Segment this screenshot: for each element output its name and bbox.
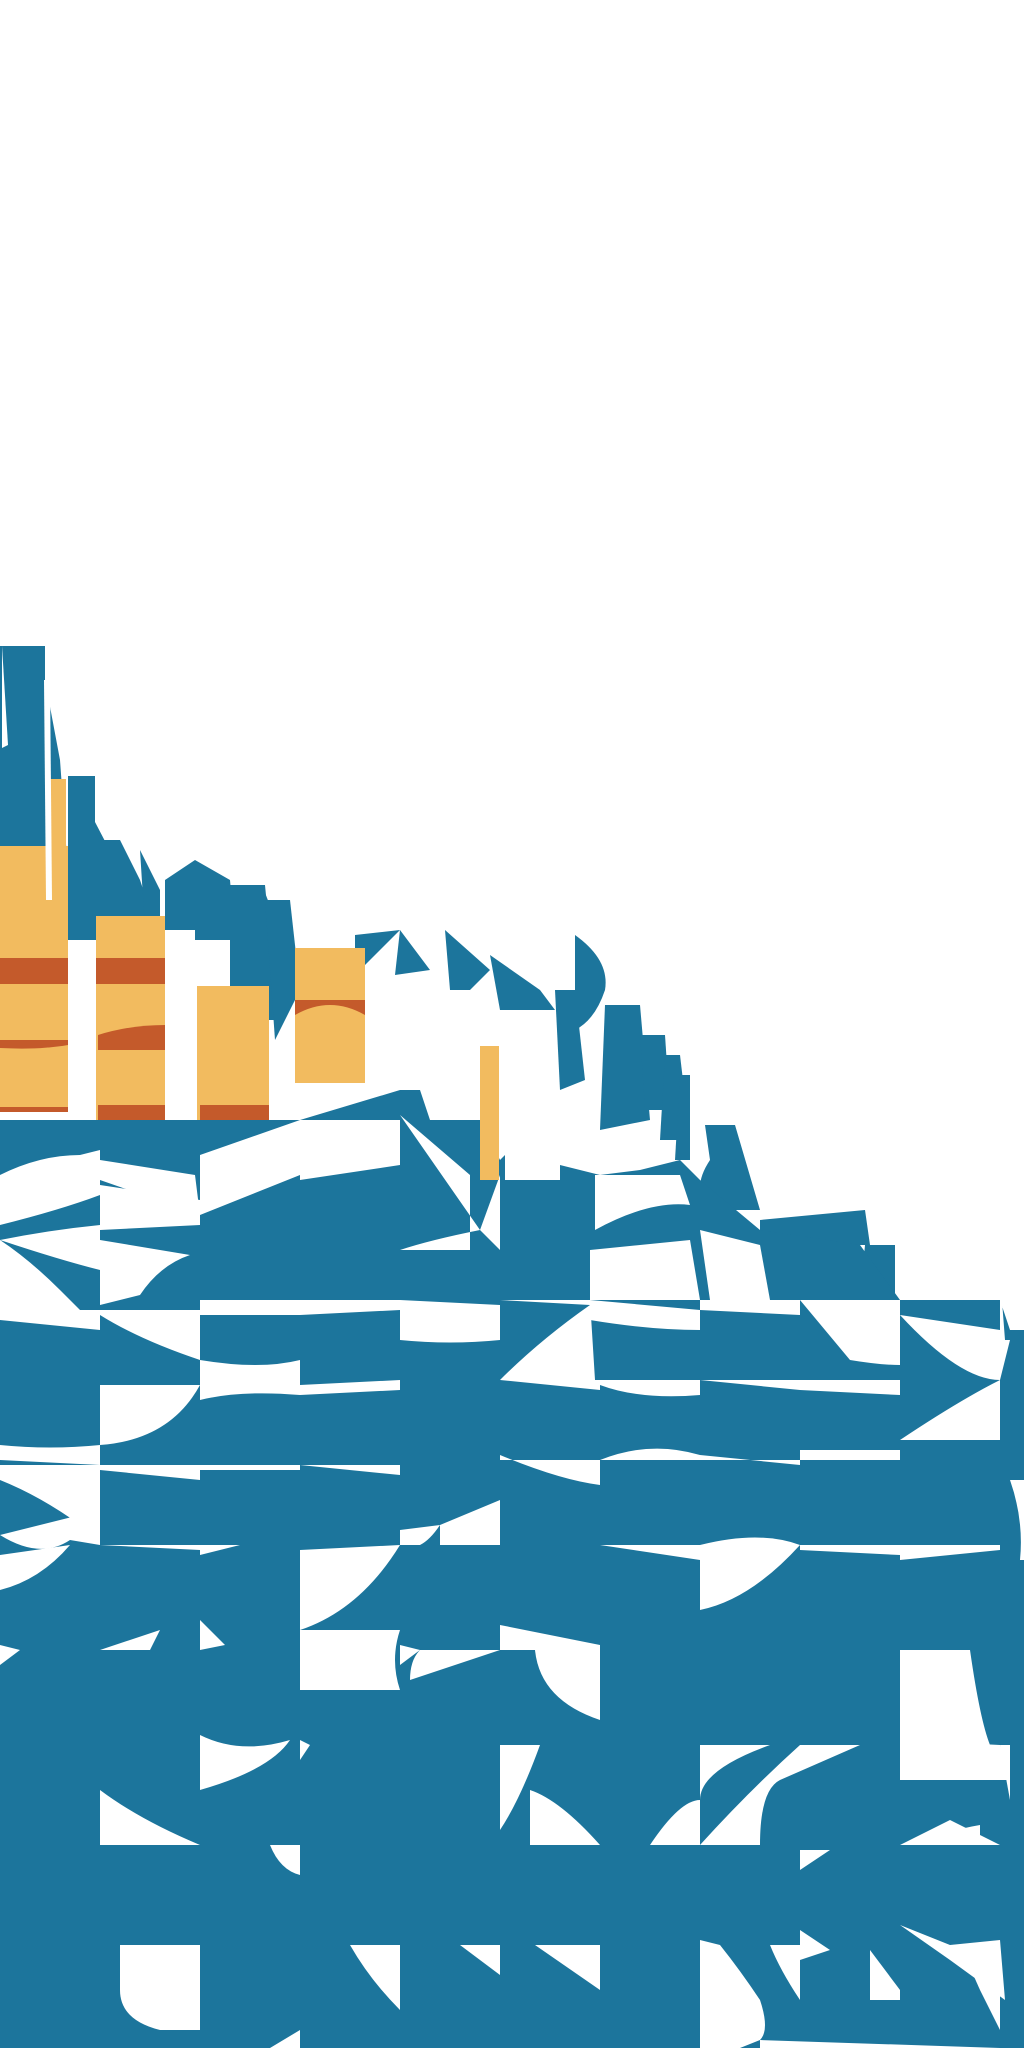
building-blocks-layer	[0, 779, 499, 1180]
white-cutout-layer	[0, 1110, 1024, 2048]
blue-shape-layer	[0, 646, 1024, 2048]
spire-shapes	[2, 646, 52, 900]
